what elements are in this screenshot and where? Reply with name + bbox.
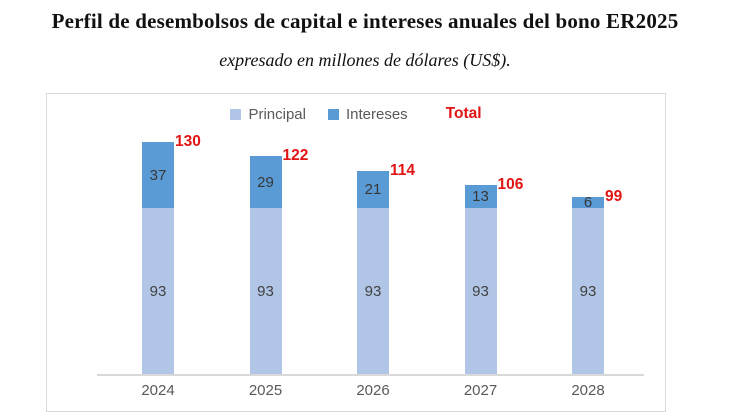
chart-subtitle: expresado en millones de dólares (US$). [219, 50, 511, 70]
bar-segment-principal: 93 [464, 208, 497, 374]
total-label: 99 [605, 188, 623, 205]
legend-label-total: Total [445, 105, 482, 122]
bar-segment-intereses: 37 [142, 142, 174, 208]
legend: Principal Intereses Total [47, 105, 665, 123]
plot-area: 93 37 130 2024 93 29 122 2025 93 21 114 2026 93 13 106… [47, 94, 665, 411]
bar-segment-principal: 93 [357, 208, 389, 374]
legend-label-intereses: Intereses [345, 105, 408, 123]
legend-item-principal: Principal [230, 106, 306, 123]
x-tick-label: 2028 [571, 382, 605, 399]
x-tick-label: 2025 [248, 382, 283, 399]
bar-segment-intereses: 21 [357, 171, 389, 208]
bar-segment-principal: 93 [572, 208, 604, 374]
bar-segment-intereses: 6 [572, 194, 604, 211]
bar-segment-principal: 93 [142, 208, 174, 374]
x-tick-label: 2024 [141, 382, 175, 399]
total-label: 122 [282, 147, 309, 164]
principal-swatch-icon [230, 108, 242, 120]
x-tick-label: 2027 [463, 382, 498, 399]
x-axis-line [97, 374, 644, 376]
intereses-swatch-icon [327, 108, 339, 120]
total-label: 106 [497, 176, 524, 193]
bar-segment-intereses: 13 [464, 185, 497, 208]
bar-segment-principal: 93 [249, 208, 282, 374]
legend-item-intereses: Intereses [327, 105, 408, 123]
total-label: 114 [390, 162, 416, 179]
total-label: 130 [175, 133, 201, 150]
x-tick-label: 2026 [356, 382, 390, 399]
legend-label-principal: Principal [248, 105, 306, 123]
bar-segment-intereses: 29 [249, 156, 282, 208]
chart-frame: Principal Intereses Total 93 37 130 2024 93 2… [46, 93, 666, 412]
chart-title: Perfil de desembolsos de capital e inter… [51, 9, 679, 33]
